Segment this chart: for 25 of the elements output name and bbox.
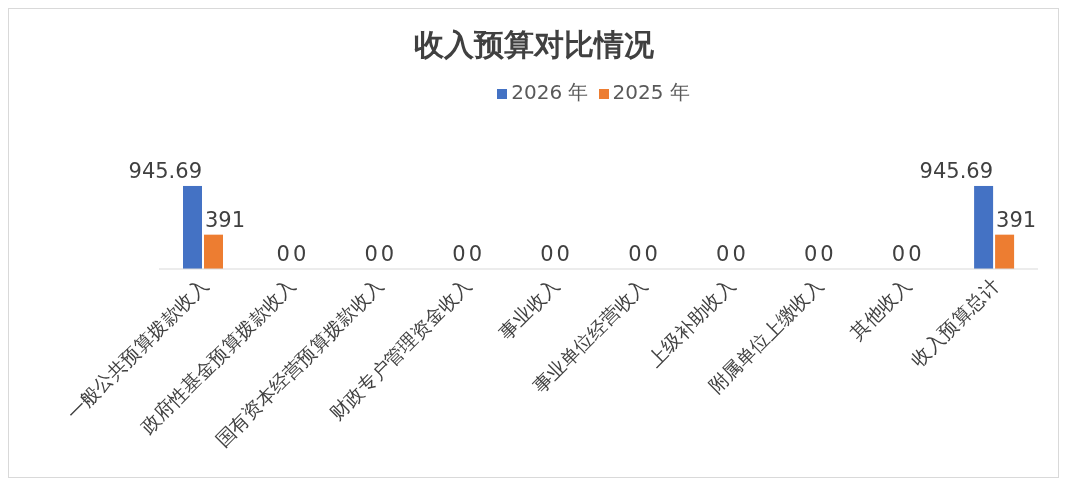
data-label: 0: [380, 242, 395, 266]
data-label: 0: [452, 242, 466, 266]
data-label: 0: [292, 242, 307, 266]
data-label: 945.69: [128, 158, 202, 183]
data-label: 0: [732, 242, 746, 266]
data-label: 945.69: [919, 158, 994, 183]
data-label: 0: [468, 242, 483, 266]
data-label: 0: [820, 242, 834, 266]
data-label: 0: [628, 242, 642, 266]
data-label: 0: [644, 242, 658, 266]
data-label: 0: [803, 242, 818, 266]
data-label: 0: [364, 242, 378, 266]
chart-title: 收入预算对比情况: [412, 26, 655, 64]
data-label: 0: [891, 242, 906, 266]
legend-label: 2026 年: [511, 80, 589, 104]
data-label: 0: [716, 242, 730, 266]
data-label: 0: [276, 242, 290, 266]
x-tick-label: 事业收入: [494, 274, 564, 344]
x-tick-label: 其他收入: [845, 274, 915, 344]
data-label: 0: [540, 242, 554, 266]
data-label: 0: [908, 242, 922, 266]
data-label: 0: [556, 242, 570, 266]
data-label: 391: [205, 207, 246, 232]
data-label: 391: [996, 207, 1037, 232]
legend-label: 2025 年: [612, 80, 690, 104]
